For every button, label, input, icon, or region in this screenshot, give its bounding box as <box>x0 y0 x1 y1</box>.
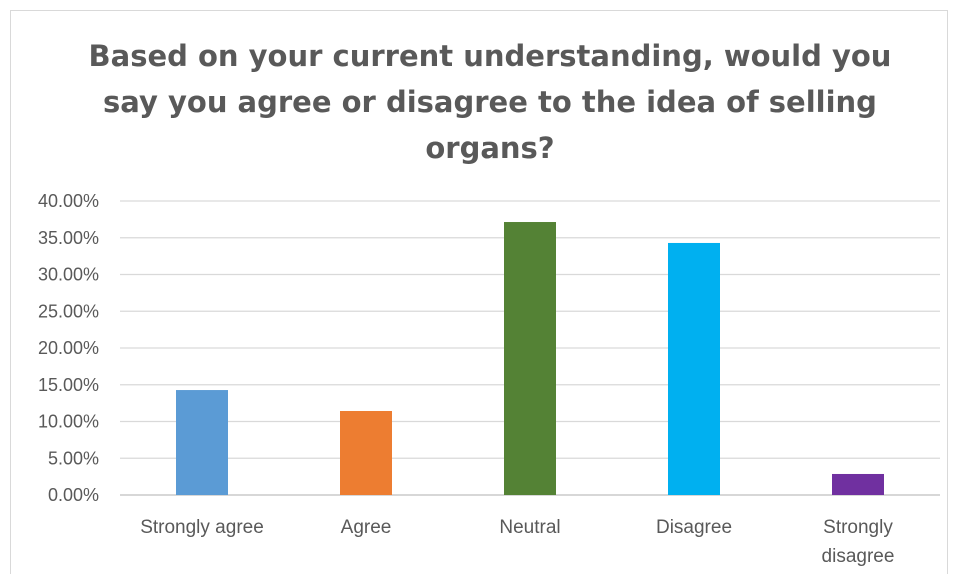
y-axis-tick-labels: 0.00% 5.00% 10.00% 15.00% 20.00% 25.00% 30.00%… <box>38 191 99 505</box>
x-tick-label: Strongly disagree <box>822 517 895 567</box>
y-tick-label: 5.00% <box>48 448 99 468</box>
chart-frame <box>10 10 948 574</box>
bar <box>340 410 392 495</box>
y-tick-label: 25.00% <box>38 301 99 321</box>
y-tick-label: 15.00% <box>38 375 99 395</box>
y-tick-label: 10.00% <box>38 412 99 432</box>
bars <box>176 222 884 495</box>
x-tick-label: Neutral <box>499 517 560 538</box>
y-tick-label: 20.00% <box>38 338 99 358</box>
bar <box>504 222 556 495</box>
y-tick-label: 35.00% <box>38 228 99 248</box>
bar <box>668 242 720 495</box>
y-tick-label: 40.00% <box>38 191 99 211</box>
x-tick-label: Strongly agree <box>140 517 264 538</box>
bar <box>832 473 884 495</box>
x-tick-label: Agree <box>341 517 392 538</box>
bar <box>176 390 228 495</box>
chart-title: Based on your current understanding, wou… <box>88 39 892 165</box>
y-tick-label: 0.00% <box>48 485 99 505</box>
x-axis-category-labels: Strongly agree Agree Neutral Disagree Strong… <box>140 517 894 567</box>
y-tick-label: 30.00% <box>38 265 99 285</box>
x-tick-label: Disagree <box>656 517 732 538</box>
